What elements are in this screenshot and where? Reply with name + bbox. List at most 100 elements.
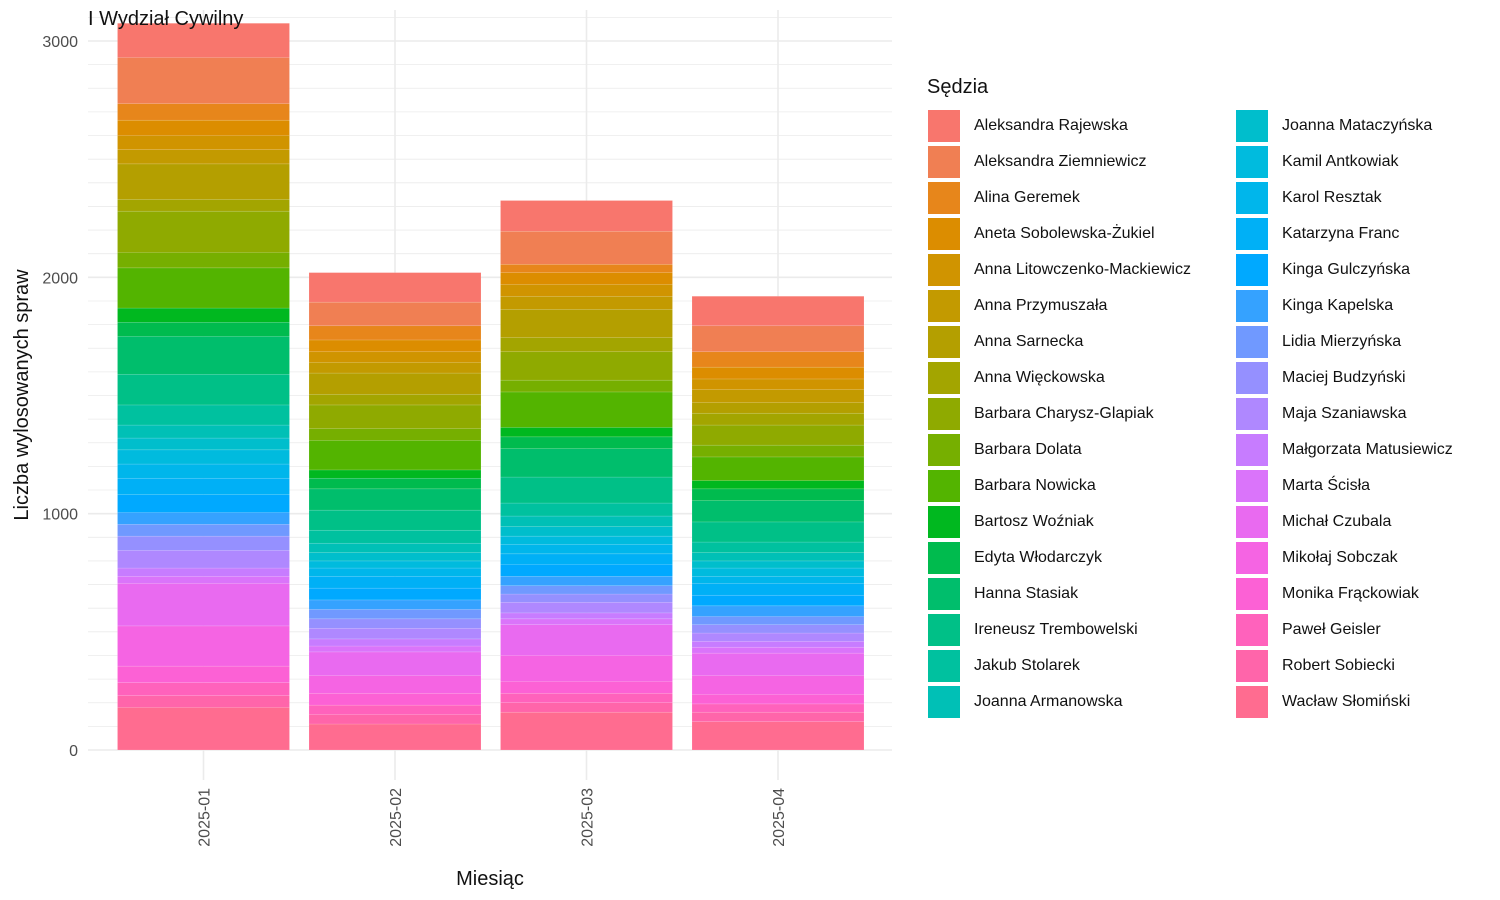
legend-key [1235,433,1269,467]
bar-segment [500,284,673,297]
x-tick-label: 2025-02 [388,788,405,847]
bar-segment [308,542,482,553]
bar-segment [308,567,482,577]
bar-segment [691,456,865,481]
legend-key [1235,505,1269,539]
bar-segment [308,714,482,725]
bar-segment [500,553,673,565]
legend-key [1235,181,1269,215]
bar-segment [308,404,482,429]
legend-label: Barbara Nowicka [974,477,1096,494]
legend-key [1235,541,1269,575]
bar-segment [691,351,865,368]
legend-item: Maja Szaniawska [1235,396,1407,432]
legend-item: Barbara Nowicka [927,468,1096,504]
legend-key [927,397,961,431]
bar-segment [691,389,865,403]
bar-segment [117,535,290,551]
legend-label: Małgorzata Matusiewicz [1282,441,1453,458]
bar-segment [117,695,290,708]
bar-segment [308,362,482,374]
bar-segment [691,605,865,617]
bar-segment [117,57,290,104]
x-axis-ticks: 2025-01 2025-02 2025-03 2025-04 [197,788,789,847]
legend-key [927,433,961,467]
y-tick-label: 0 [69,743,78,760]
legend-label: Maja Szaniawska [1282,405,1407,422]
bar-segment [691,567,865,577]
legend-key [927,541,961,575]
bar-segment [500,693,673,703]
bar-segment [308,723,482,751]
bar-segment [500,612,673,620]
legend-label: Katarzyna Franc [1282,225,1400,242]
bar-segment [308,325,482,341]
bar-segment [308,529,482,544]
legend-item: Maciej Budzyński [1235,360,1406,396]
legend-label: Joanna Mataczyńska [1282,117,1433,134]
bar-segment [691,325,865,353]
bar-segment [500,515,673,527]
bar-segment [308,440,482,471]
legend-label: Barbara Charysz-Glapiak [974,405,1154,422]
bar-segment [500,230,673,265]
bar-segment [117,665,290,683]
bar-segment [500,544,673,555]
bar-segment [308,301,482,327]
bar-segment [500,264,673,273]
bar-segment [500,295,673,310]
legend-key [927,145,961,179]
legend-item: Marta Ścisła [1235,468,1370,504]
legend-label: Edyta Włodarczyk [974,549,1103,566]
legend-label: Kinga Gulczyńska [1282,261,1411,278]
bar-segment [691,641,865,648]
bar-segment [117,567,290,577]
bar-segment [691,703,865,713]
legend-item: Ireneusz Trembowelski [927,612,1138,648]
bar-segment [308,560,482,569]
legend-label: Barbara Dolata [974,441,1082,458]
bar-stacks [117,23,865,751]
bar-segment [500,200,673,232]
legend-item: Małgorzata Matusiewicz [1235,432,1453,468]
bar-segment [308,576,482,589]
bar-segment [117,252,290,269]
bar-segment [500,602,673,614]
bar-segment [691,402,865,414]
legend-title: Sędzia [927,76,989,98]
legend-label: Ireneusz Trembowelski [974,621,1138,638]
bar-segment [500,351,673,381]
legend-key [1235,397,1269,431]
legend-label: Maciej Budzyński [1282,369,1406,386]
legend-item: Alina Geremek [927,180,1080,216]
bar-segment [308,372,482,395]
legend-label: Hanna Stasiak [974,585,1079,602]
bar-segment [308,351,482,363]
legend-item: Edyta Włodarczyk [927,540,1102,576]
bar-segment [308,609,482,620]
legend-key [927,217,961,251]
legend-label: Aleksandra Rajewska [974,117,1128,134]
bar-segment [117,449,290,465]
bar-segment [500,391,673,428]
legend-label: Robert Sobiecki [1282,657,1395,674]
bar-segment [500,624,673,656]
bar-segment [500,337,673,353]
bar-segment [500,655,673,682]
bar-segment [308,704,482,715]
legend-label: Marta Ścisła [1282,477,1371,494]
legend-key [1235,217,1269,251]
legend-item: Anna Więckowska [927,360,1105,396]
bar-segment [308,628,482,640]
bar-segment [308,394,482,406]
bar-segment [500,711,673,751]
bar-segment [308,675,482,694]
legend-label: Aneta Sobolewska-Żukiel [974,225,1155,242]
bar-segment [117,119,290,136]
bar-segment [691,500,865,523]
legend-key [927,649,961,683]
bar-segment [117,163,290,200]
legend-item: Michał Czubala [1235,504,1391,540]
bar-segment [117,494,290,513]
